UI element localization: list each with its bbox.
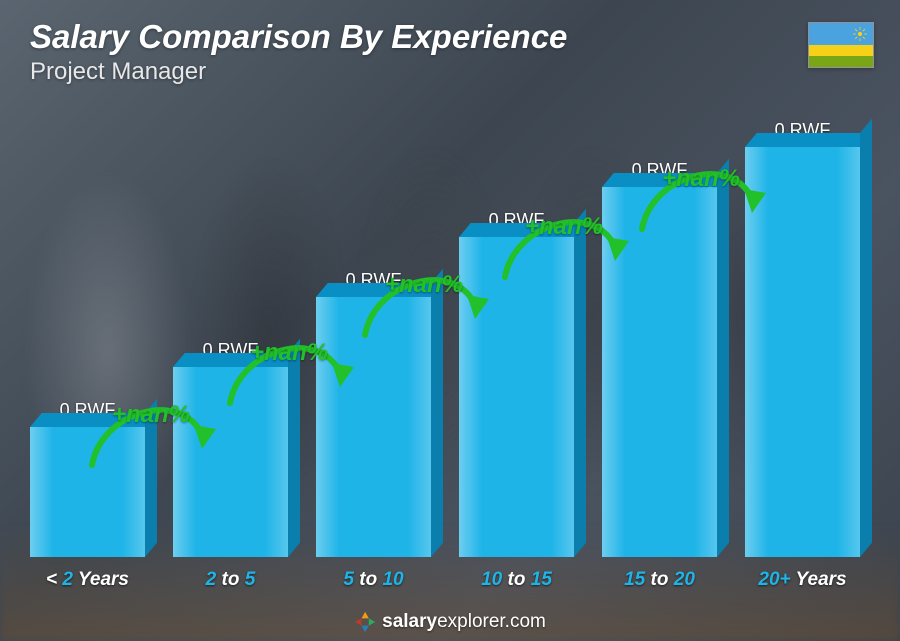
footer-text: salaryexplorer.com (382, 611, 546, 633)
bar-front-face (173, 367, 288, 557)
footer-brand-rest: explorer.com (437, 611, 546, 632)
bar-top-face (602, 173, 729, 187)
bar-top-face (459, 223, 586, 237)
bar-side-face (574, 209, 586, 557)
salaryexplorer-logo-icon (354, 611, 376, 633)
footer-brand-bold: salary (382, 611, 437, 632)
footer-branding: salaryexplorer.com (354, 611, 546, 633)
bar-top-face (316, 283, 443, 297)
flag-stripe-mid (809, 45, 873, 56)
bar-front-face (316, 297, 431, 557)
chart-subtitle: Project Manager (30, 58, 567, 86)
bar-category-label: 15 to 20 (624, 569, 695, 591)
bar-side-face (288, 339, 300, 557)
bar-side-face (145, 399, 157, 557)
infographic-container: Salary Comparison By Experience Project … (0, 0, 900, 641)
bar-top-face (173, 353, 300, 367)
flag-stripe-bot (809, 56, 873, 67)
bar-group: 0 RWF10 to 15 (459, 210, 574, 591)
bar-side-face (717, 159, 729, 557)
flag-stripe-top (809, 23, 873, 45)
bar-category-label: < 2 Years (46, 569, 129, 591)
bar-group: 0 RWF15 to 20 (602, 160, 717, 591)
bar-3d (173, 367, 288, 557)
country-flag-rwanda (808, 22, 874, 68)
chart-title: Salary Comparison By Experience (30, 18, 567, 56)
bar-top-face (30, 413, 157, 427)
bar-category-label: 20+ Years (758, 569, 846, 591)
bar-3d (745, 147, 860, 557)
bar-chart: 0 RWF< 2 Years0 RWF2 to 50 RWF5 to 100 R… (30, 115, 860, 591)
bar-3d (316, 297, 431, 557)
bar-group: 0 RWF5 to 10 (316, 270, 431, 591)
bar-side-face (860, 119, 872, 557)
bar-front-face (459, 237, 574, 557)
bar-category-label: 5 to 10 (343, 569, 403, 591)
bar-group: 0 RWF< 2 Years (30, 400, 145, 591)
bar-category-label: 2 to 5 (206, 569, 256, 591)
bar-3d (30, 427, 145, 557)
bar-3d (602, 187, 717, 557)
flag-sun-icon (853, 27, 867, 41)
bar-front-face (30, 427, 145, 557)
bar-front-face (602, 187, 717, 557)
bar-group: 0 RWF2 to 5 (173, 340, 288, 591)
bar-front-face (745, 147, 860, 557)
bar-3d (459, 237, 574, 557)
bar-group: 0 RWF20+ Years (745, 120, 860, 591)
header: Salary Comparison By Experience Project … (30, 18, 567, 86)
bar-side-face (431, 269, 443, 557)
bar-top-face (745, 133, 872, 147)
bar-category-label: 10 to 15 (481, 569, 552, 591)
